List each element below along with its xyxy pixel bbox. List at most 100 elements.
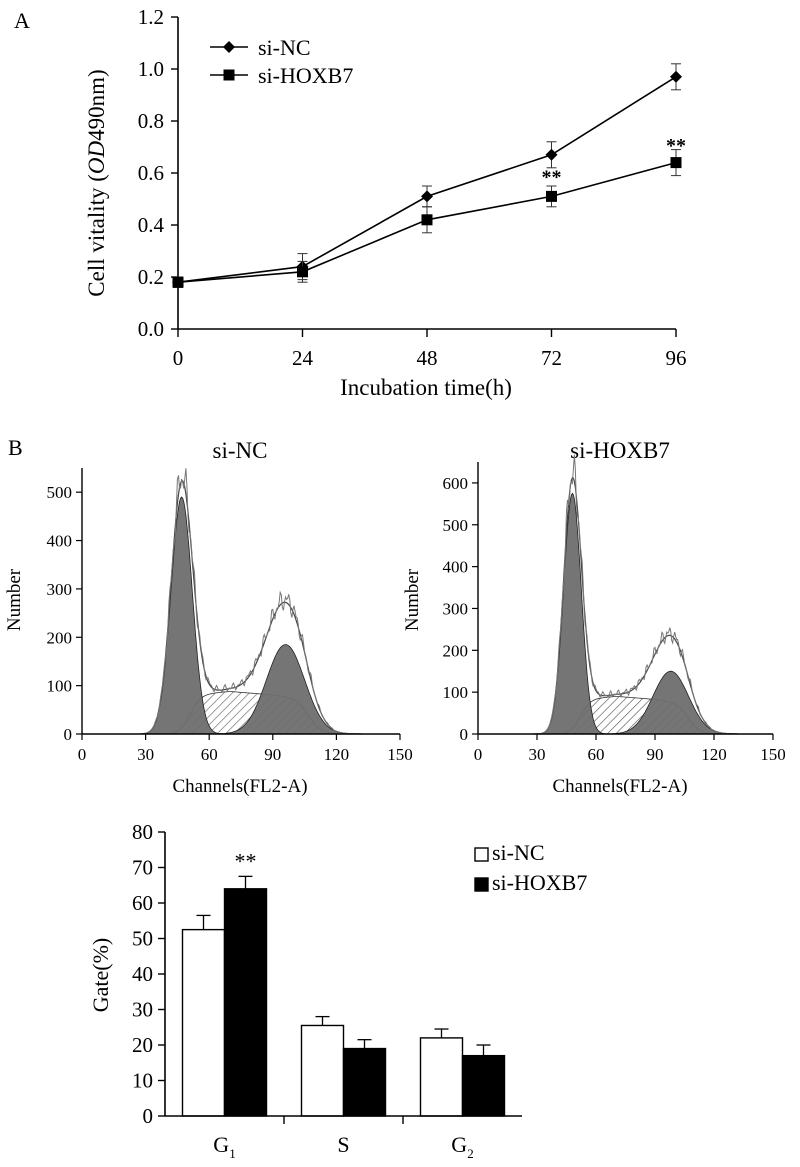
data-point-si-nc: [545, 148, 558, 161]
bar-si-nc-g1: [181, 928, 226, 1117]
histogram-raw-trace: [141, 468, 362, 735]
histogram-x-tick-label: 150: [387, 745, 413, 764]
histogram-x-tick-label: 60: [588, 745, 605, 764]
line-y-tick-label: 0.8: [138, 109, 164, 133]
bar-y-tick-label: 0: [143, 1104, 154, 1128]
histogram-x-tick-label: 30: [529, 745, 546, 764]
line-y-label-suffix: 490nm): [84, 69, 109, 141]
bar-y-tick-label: 10: [132, 1069, 153, 1093]
line-y-tick-label: 0.4: [138, 213, 165, 237]
bar-significance-marker: **: [235, 848, 257, 873]
significance-marker: **: [666, 135, 686, 157]
data-point-si-hoxb7: [670, 157, 682, 169]
legend-label: si-HOXB7: [258, 63, 353, 88]
line-y-tick-label: 0.0: [138, 317, 164, 341]
line-x-tick-label: 48: [417, 346, 438, 370]
bar-legend-label: si-NC: [492, 840, 545, 865]
panel-label-b: B: [8, 435, 23, 460]
histogram-y-axis-label-si-nc: Number: [4, 568, 25, 631]
histogram-x-tick-label: 0: [474, 745, 483, 764]
bar-legend-label: si-HOXB7: [492, 870, 587, 895]
histogram-x-tick-label: 0: [78, 745, 87, 764]
bar-x-tick-label: S: [337, 1132, 349, 1157]
line-y-label-prefix: Cell vitality (: [84, 174, 109, 297]
histogram-y-tick-label: 300: [47, 580, 73, 599]
histogram-y-tick-label: 400: [47, 532, 73, 551]
line-y-axis-label: Cell vitality (OD490nm): [84, 69, 109, 296]
line-x-axis-label: Incubation time(h): [340, 375, 512, 400]
line-y-tick-label: 0.6: [138, 161, 164, 185]
line-x-tick-label: 96: [666, 346, 687, 370]
bar-y-tick-label: 50: [132, 927, 153, 951]
bar-si-nc-g2: [419, 1037, 464, 1117]
data-point-si-nc: [670, 70, 682, 83]
histogram-y-tick-label: 100: [443, 683, 469, 702]
legend-label: si-NC: [258, 35, 311, 60]
histogram-x-tick-label: 30: [137, 745, 154, 764]
bar-x-tick-label: G1: [213, 1132, 235, 1161]
bar-y-tick-label: 60: [132, 891, 153, 915]
series-line-si-nc: [177, 76, 677, 283]
line-x-tick-label: 72: [541, 346, 562, 370]
line-legend: si-NC si-HOXB7: [210, 35, 353, 88]
data-point-si-hoxb7: [297, 266, 308, 278]
histogram-y-tick-label: 400: [443, 558, 469, 577]
histogram-x-tick-label: 90: [264, 745, 281, 764]
histogram-y-tick-label: 0: [64, 725, 73, 744]
legend-marker-diamond: [223, 41, 235, 53]
histogram-x-tick-label: 120: [324, 745, 350, 764]
histogram-title-si-hoxb7: si-HOXB7: [570, 438, 670, 463]
line-chart: 0.0 0.2 0.4 0.6 0.8 1.0 1.2 0 24 48 72 96 ** ** si-N…: [84, 5, 687, 400]
data-point-si-hoxb7: [421, 214, 433, 226]
line-y-tick-label: 1.0: [138, 57, 164, 81]
category-label-main: G: [451, 1132, 467, 1157]
bar-si-hoxb7-s: [342, 1047, 387, 1117]
bar-legend-swatch: [474, 877, 489, 892]
histogram-x-tick-label: 90: [647, 745, 664, 764]
bar-si-hoxb7-g2: [461, 1054, 506, 1117]
data-point-si-hoxb7: [172, 276, 184, 288]
histogram-y-axis-label-si-hoxb7: Number: [402, 568, 423, 631]
bar-y-tick-label: 70: [132, 856, 153, 880]
significance-marker: **: [542, 166, 562, 188]
bar-y-tick-label: 80: [132, 820, 153, 844]
histogram-raw-trace: [533, 454, 738, 735]
histogram-y-tick-label: 600: [443, 474, 469, 493]
histogram-si-hoxb7: si-HOXB7 Channels(FL2-A) Number 0 100 200 3…: [402, 438, 786, 797]
line-y-label-italic: OD: [84, 140, 109, 174]
bar-y-tick-label: 20: [132, 1033, 153, 1057]
histogram-y-tick-label: 500: [443, 516, 469, 535]
bar-y-tick-label: 30: [132, 998, 153, 1022]
bar-legend-swatch: [474, 847, 489, 862]
bar-x-tick-label: G2: [451, 1132, 473, 1161]
line-y-tick-label: 1.2: [138, 5, 164, 29]
histogram-y-tick-label: 500: [47, 483, 73, 502]
histogram-x-tick-label: 60: [201, 745, 218, 764]
histogram-x-tick-label: 150: [760, 745, 786, 764]
histogram-title-si-nc: si-NC: [213, 438, 268, 463]
line-x-tick-label: 24: [292, 346, 314, 370]
histogram-x-axis-label-si-hoxb7: Channels(FL2-A): [552, 776, 687, 797]
data-point-si-nc: [421, 190, 433, 203]
line-y-tick-label: 0.2: [138, 265, 164, 289]
category-label-subscript: 1: [229, 1146, 236, 1161]
histogram-y-tick-label: 300: [443, 599, 469, 618]
histogram-si-nc: si-NC Channels(FL2-A) Number 01002003004…: [4, 438, 413, 797]
category-label-subscript: 2: [467, 1146, 474, 1161]
histogram-y-tick-label: 200: [47, 628, 73, 647]
data-point-si-hoxb7: [546, 190, 557, 202]
bar-y-tick-label: 40: [132, 962, 153, 986]
bar-si-hoxb7-g1: [223, 888, 268, 1117]
histogram-x-axis-label-si-nc: Channels(FL2-A): [172, 776, 307, 797]
bar-y-axis-label: Gate(%): [88, 938, 113, 1013]
bar-si-nc-s: [300, 1024, 345, 1117]
category-label-main: S: [337, 1132, 349, 1157]
histogram-y-tick-label: 200: [443, 641, 469, 660]
histogram-y-tick-label: 0: [460, 725, 469, 744]
panel-label-a: A: [14, 8, 30, 33]
histogram-y-tick-label: 100: [47, 677, 73, 696]
legend-marker-square: [223, 69, 235, 81]
category-label-main: G: [213, 1132, 229, 1157]
